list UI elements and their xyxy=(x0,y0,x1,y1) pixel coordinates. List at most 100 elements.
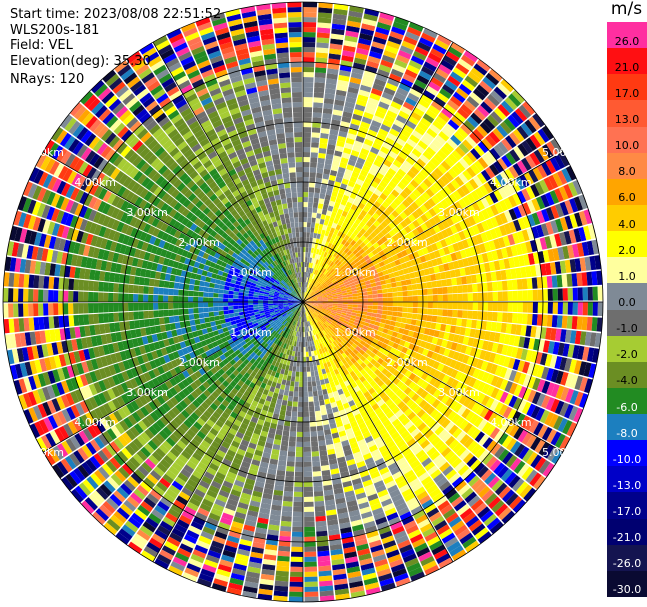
range-gate-cell xyxy=(531,226,540,239)
range-gate-cell xyxy=(289,591,303,597)
range-gate-cell xyxy=(287,400,293,407)
range-gate-cell xyxy=(493,238,501,250)
range-gate-cell xyxy=(311,257,315,264)
range-gate-cell xyxy=(579,331,587,346)
range-gate-cell xyxy=(382,302,388,307)
range-gate-cell xyxy=(542,289,548,301)
range-gate-cell xyxy=(341,267,348,273)
range-gate-cell xyxy=(417,289,423,296)
range-gate-cell xyxy=(385,334,392,341)
range-gate-cell xyxy=(405,31,420,42)
range-gate-cell xyxy=(307,297,313,301)
range-gate-cell xyxy=(317,298,323,301)
range-gate-cell xyxy=(317,22,331,29)
range-gate-cell xyxy=(336,261,342,267)
range-gate-cell xyxy=(327,298,333,301)
range-gate-cell xyxy=(388,180,397,189)
range-gate-cell xyxy=(396,332,403,340)
range-gate-cell xyxy=(402,296,408,302)
range-gate-cell xyxy=(295,446,303,452)
range-gate-cell xyxy=(509,424,520,438)
range-gate-cell xyxy=(319,312,325,316)
range-gate-cell xyxy=(327,303,333,305)
range-gate-cell xyxy=(378,167,387,176)
range-gate-cell xyxy=(355,135,365,143)
range-gate-cell xyxy=(412,264,419,272)
range-gate-cell xyxy=(467,310,473,319)
range-gate-cell xyxy=(326,272,332,278)
range-gate-cell xyxy=(443,246,451,255)
range-gate-cell xyxy=(504,96,518,111)
range-gate-cell xyxy=(360,317,366,322)
range-gate-cell xyxy=(331,291,337,295)
range-gate-cell xyxy=(381,91,394,101)
range-gate-cell xyxy=(348,81,361,90)
range-gate-cell xyxy=(303,287,305,293)
range-gate-cell xyxy=(391,331,399,338)
range-gate-cell xyxy=(493,144,505,157)
range-gate-cell xyxy=(367,345,375,352)
range-gate-cell xyxy=(318,147,327,154)
range-gate-cell xyxy=(450,179,461,190)
range-gate-cell xyxy=(390,68,404,78)
range-gate-cell xyxy=(377,305,383,310)
range-gate-cell xyxy=(417,140,429,150)
range-gate-cell xyxy=(415,234,423,243)
range-gate-cell xyxy=(485,272,492,282)
range-gate-cell xyxy=(282,430,290,437)
range-gate-cell xyxy=(320,280,326,286)
range-gate-cell xyxy=(330,169,338,177)
range-gate-cell xyxy=(360,285,367,290)
range-gate-cell xyxy=(516,313,523,324)
range-gate-cell xyxy=(417,302,423,308)
range-gate-cell xyxy=(317,560,331,567)
range-gate-cell xyxy=(332,296,338,299)
range-gate-cell xyxy=(412,367,420,375)
range-gate-cell xyxy=(292,516,303,522)
range-gate-cell xyxy=(322,304,328,306)
range-gate-cell xyxy=(550,383,560,398)
range-gate-cell xyxy=(306,294,310,299)
range-gate-cell xyxy=(308,289,312,294)
range-gate-cell xyxy=(410,179,420,189)
range-gate-cell xyxy=(554,188,564,203)
range-gate-cell xyxy=(451,164,462,176)
range-gate-cell xyxy=(394,349,402,357)
range-gate-cell xyxy=(457,107,470,120)
range-gate-cell xyxy=(437,212,446,222)
range-gate-cell xyxy=(412,375,421,384)
range-gate-cell xyxy=(536,224,545,238)
range-gate-cell xyxy=(433,250,441,259)
range-gate-cell xyxy=(447,119,460,131)
range-gate-cell xyxy=(439,88,452,99)
range-gate-cell xyxy=(345,284,351,288)
range-gate-cell xyxy=(358,37,372,46)
range-gate-cell xyxy=(552,341,560,355)
range-gate-cell xyxy=(317,244,322,250)
range-gate-cell xyxy=(410,55,425,66)
range-gate-cell xyxy=(312,302,318,304)
range-gate-cell xyxy=(327,305,333,309)
range-gate-cell xyxy=(355,225,363,232)
range-gate-cell xyxy=(313,490,324,497)
range-gate-cell xyxy=(386,283,392,289)
range-gate-cell xyxy=(365,330,372,336)
range-gate-cell xyxy=(313,287,318,292)
range-gate-cell xyxy=(571,273,578,287)
range-gate-cell xyxy=(550,431,562,446)
range-gate-cell xyxy=(520,348,528,361)
range-gate-cell xyxy=(303,92,313,98)
range-gate-cell xyxy=(419,340,427,348)
range-gate-cell xyxy=(353,166,362,174)
range-gate-cell xyxy=(542,144,554,159)
range-gate-cell xyxy=(474,187,485,199)
range-gate-cell xyxy=(458,58,473,71)
range-gate-cell xyxy=(393,197,402,207)
range-gate-cell xyxy=(539,179,550,193)
range-gate-cell xyxy=(481,208,490,220)
range-gate-cell xyxy=(313,192,320,199)
range-gate-cell xyxy=(349,329,355,335)
range-gate-cell xyxy=(326,225,332,232)
range-gate-cell xyxy=(597,286,603,301)
range-gate-cell xyxy=(320,311,326,315)
